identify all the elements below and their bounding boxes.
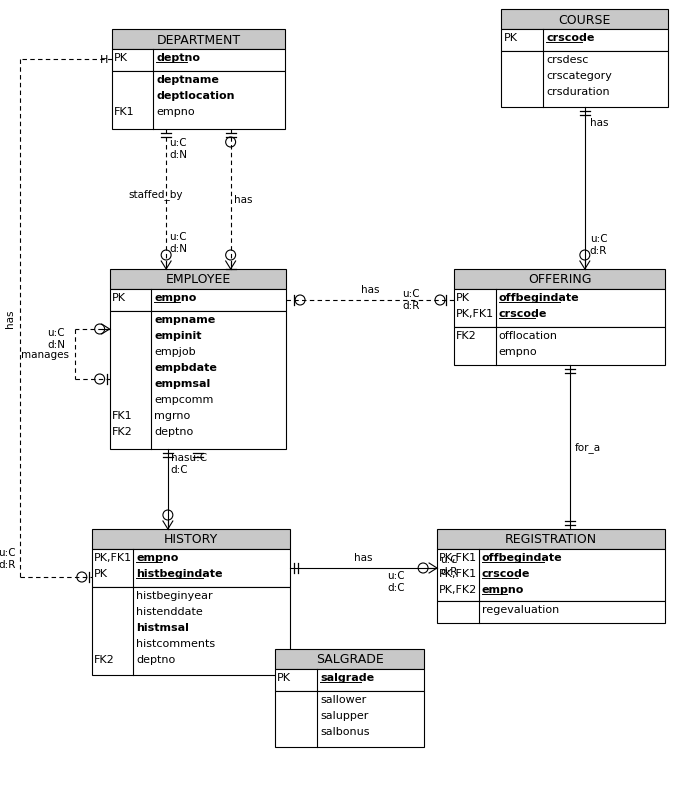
Text: OFFERING: OFFERING [528,273,591,286]
Text: PK: PK [94,569,108,578]
Text: crsdesc: crsdesc [546,55,589,65]
Text: regevaluation: regevaluation [482,604,559,614]
Text: has: has [361,285,380,294]
Text: PK: PK [112,293,126,302]
Bar [275,691,424,747]
Bar [92,587,290,675]
Bar [112,30,285,50]
Text: crsduration: crsduration [546,87,610,97]
Bar [454,269,665,290]
Text: HISTORY: HISTORY [164,533,218,546]
Text: histmsal: histmsal [137,622,189,632]
Text: empcomm: empcomm [155,395,214,404]
Text: has: has [590,118,609,128]
Text: u:C
d:R: u:C d:R [402,289,420,310]
Text: offbegindate: offbegindate [482,553,562,562]
Text: COURSE: COURSE [559,14,611,26]
Text: FK2: FK2 [112,427,132,436]
Text: u:C
d:N: u:C d:N [169,138,187,160]
Text: empno: empno [155,293,197,302]
Text: PK,FK1: PK,FK1 [439,553,477,562]
Text: sallower: sallower [320,695,366,704]
Text: mgrno: mgrno [155,411,190,420]
Text: REGISTRATION: REGISTRATION [505,533,597,546]
Text: manages: manages [21,350,69,359]
Text: salbonus: salbonus [320,726,369,736]
Text: PK: PK [456,293,470,302]
Bar [92,529,290,549]
Text: histenddate: histenddate [137,606,203,616]
Text: PK,FK1: PK,FK1 [94,553,132,562]
Bar [110,290,286,312]
Text: PK: PK [277,672,291,683]
Text: SALGRADE: SALGRADE [316,653,384,666]
Bar [454,327,665,366]
Text: deptlocation: deptlocation [156,91,235,101]
Text: hasu:C
d:C: hasu:C d:C [171,452,207,474]
Text: empno: empno [156,107,195,117]
Text: histbeginyear: histbeginyear [137,590,213,600]
Text: offbegindate: offbegindate [498,293,579,302]
Text: deptno: deptno [156,53,200,63]
Text: has: has [234,195,252,205]
Text: has: has [6,310,15,328]
Text: PK: PK [504,33,518,43]
Bar [275,649,424,669]
Bar [92,549,290,587]
Text: deptname: deptname [156,75,219,85]
Text: PK,FK2: PK,FK2 [439,585,477,594]
Text: has: has [355,553,373,562]
Bar [437,549,665,602]
Text: H: H [99,55,108,65]
Text: FK2: FK2 [94,654,115,664]
Text: u:C
d:R: u:C d:R [440,554,457,576]
Text: FK1: FK1 [114,107,134,117]
Bar [110,312,286,449]
Text: crscode: crscode [482,569,530,578]
Text: crscode: crscode [546,33,595,43]
Text: empname: empname [155,314,215,325]
Bar [502,30,668,52]
Text: empmsal: empmsal [155,379,210,388]
Text: for_a: for_a [575,442,601,453]
Text: FK1: FK1 [112,411,132,420]
Text: u:C
d:N: u:C d:N [169,232,187,253]
Bar [275,669,424,691]
Text: empno: empno [482,585,524,594]
Bar [112,50,285,72]
Text: u:C
d:R: u:C d:R [0,547,16,569]
Bar [502,52,668,107]
Bar [112,72,285,130]
Text: staffed_by: staffed_by [128,189,183,200]
Bar [437,529,665,549]
Text: FK2: FK2 [456,330,477,341]
Bar [454,290,665,327]
Bar [110,269,286,290]
Text: histcomments: histcomments [137,638,215,648]
Text: deptno: deptno [155,427,193,436]
Text: deptno: deptno [137,654,176,664]
Text: salupper: salupper [320,710,368,720]
Text: offlocation: offlocation [498,330,558,341]
Text: EMPLOYEE: EMPLOYEE [166,273,230,286]
Text: PK,FK1: PK,FK1 [439,569,477,578]
Text: DEPARTMENT: DEPARTMENT [157,34,240,47]
Text: crscategory: crscategory [546,71,612,81]
Text: u:C
d:R: u:C d:R [590,233,607,255]
Text: crscode: crscode [498,309,547,318]
Text: empbdate: empbdate [155,363,217,373]
Text: PK: PK [114,53,128,63]
Text: histbegindate: histbegindate [137,569,223,578]
Text: empno: empno [137,553,179,562]
Text: empno: empno [498,346,537,357]
Text: u:C
d:N: u:C d:N [47,327,65,349]
Bar [437,602,665,623]
Text: salgrade: salgrade [320,672,374,683]
Bar [502,10,668,30]
Text: empjob: empjob [155,346,196,357]
Text: PK,FK1: PK,FK1 [456,309,494,318]
Text: u:C
d:C: u:C d:C [387,570,405,592]
Text: empinit: empinit [155,330,201,341]
